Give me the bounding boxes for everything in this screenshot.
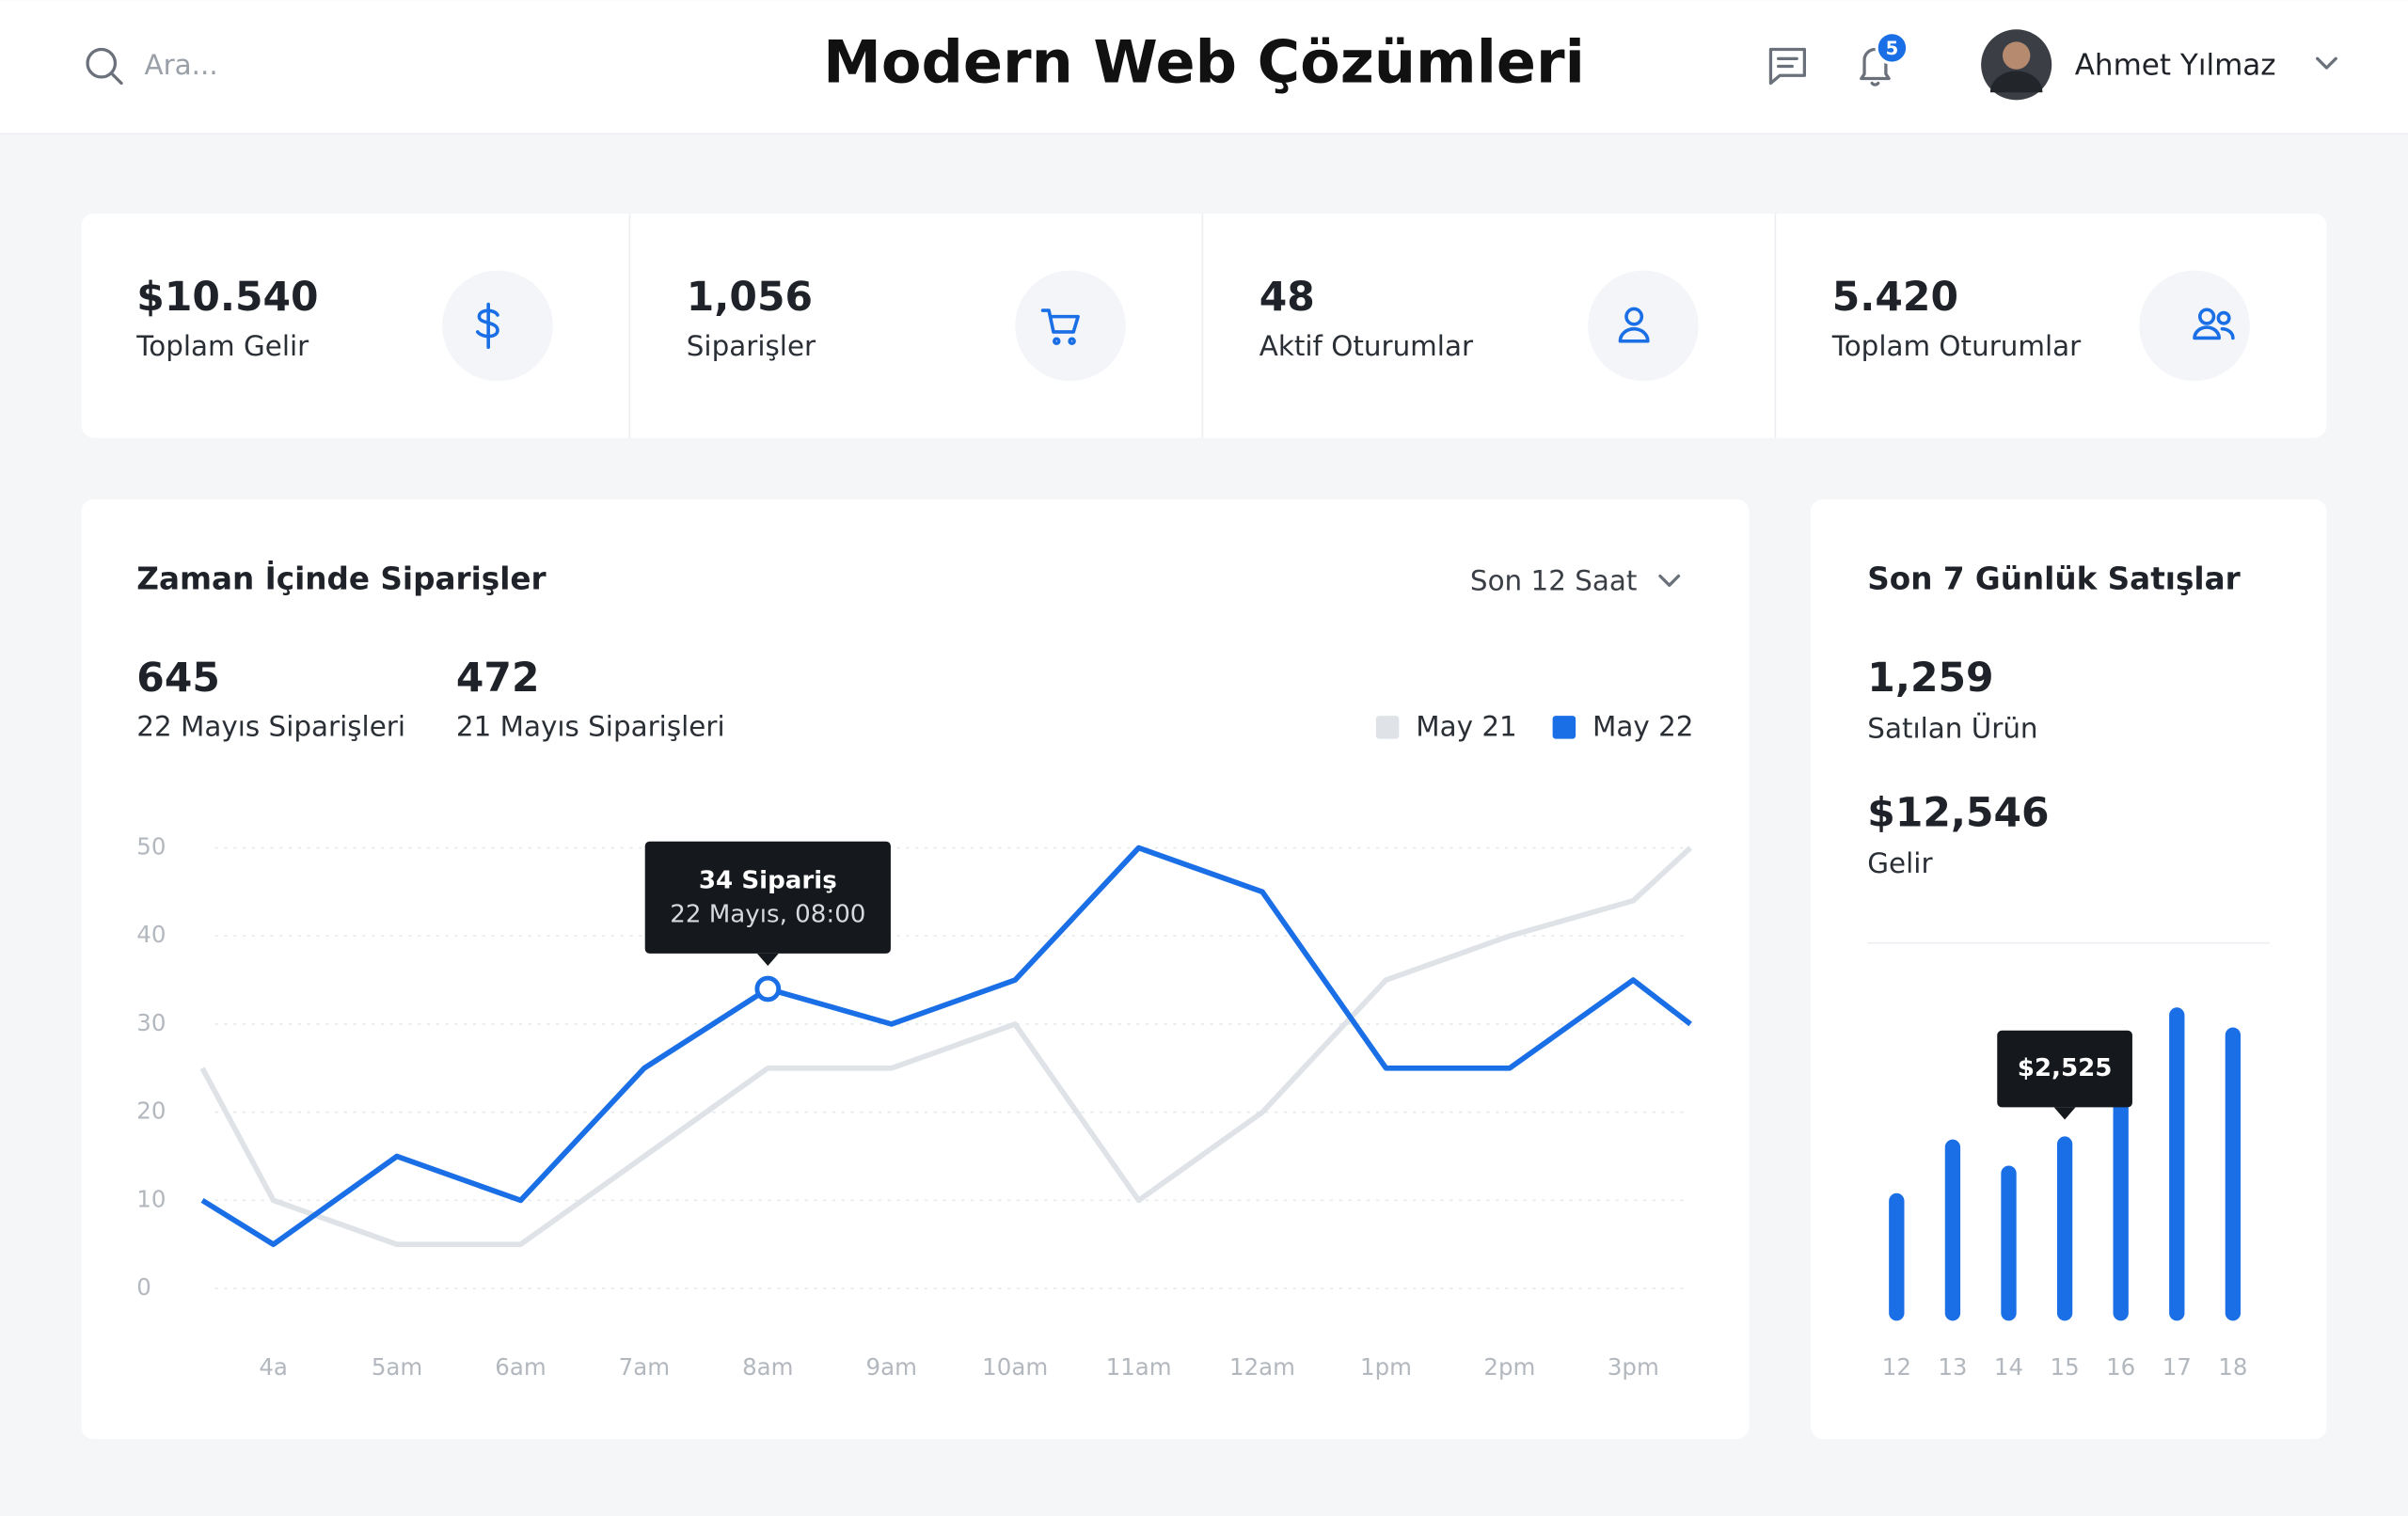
legend-swatch[interactable] bbox=[1375, 716, 1400, 739]
bar bbox=[2113, 1075, 2129, 1321]
x-tick-label: 10am bbox=[982, 1353, 1048, 1381]
user-name[interactable]: Ahmet Yılmaz bbox=[2075, 48, 2276, 82]
x-tick-label: 15 bbox=[2051, 1353, 2080, 1381]
orders-card bbox=[81, 498, 1750, 1440]
stat-value: 1,056 bbox=[687, 275, 813, 321]
summary-label: Satılan Ürün bbox=[1867, 710, 2037, 744]
summary-value: $12,546 bbox=[1867, 791, 2049, 837]
messages-icon[interactable] bbox=[1768, 47, 1807, 86]
stat-label: Toplam Oturumlar bbox=[1831, 330, 2082, 362]
stat-label: Aktif Oturumlar bbox=[1259, 330, 1474, 362]
x-tick-label: 13 bbox=[1938, 1353, 1967, 1381]
x-tick-label: 1pm bbox=[1360, 1353, 1412, 1381]
user-avatar[interactable] bbox=[1981, 29, 2052, 101]
tooltip-text: 22 Mayıs, 08:00 bbox=[670, 901, 865, 929]
x-tick-label: 9am bbox=[866, 1353, 917, 1381]
series-line bbox=[200, 845, 1692, 1248]
orders-title: Zaman İçinde Siparişler bbox=[136, 561, 546, 596]
x-tick-label: 18 bbox=[2218, 1353, 2247, 1381]
stat-value: $10.540 bbox=[136, 275, 318, 321]
x-tick-label: 8am bbox=[742, 1353, 793, 1381]
y-tick-label: 20 bbox=[136, 1098, 166, 1125]
notification-badge bbox=[1875, 30, 1909, 65]
x-tick-label: 14 bbox=[1994, 1353, 2023, 1381]
stats-card bbox=[81, 213, 2327, 438]
tooltip-pointer bbox=[756, 953, 779, 966]
sales-card bbox=[1810, 498, 2327, 1440]
stat-value: 48 bbox=[1259, 275, 1315, 321]
summary-label: Gelir bbox=[1867, 847, 1933, 879]
bar bbox=[2225, 1027, 2242, 1321]
sales-chart: 1,259 Satılan Ürün $12,546 Gelir 12 13 14 15 16 1… bbox=[1867, 655, 2247, 1381]
user-menu-chevron[interactable] bbox=[2316, 56, 2337, 70]
range-selector-chevron[interactable] bbox=[1658, 574, 1681, 587]
stat-icon-bg bbox=[1015, 270, 1126, 382]
summary-value: 1,259 bbox=[1867, 655, 1993, 702]
stat-label: Siparişler bbox=[687, 330, 816, 362]
x-tick-label: 11am bbox=[1106, 1353, 1172, 1381]
tooltip-box bbox=[644, 841, 891, 954]
summary-value: 645 bbox=[136, 655, 220, 702]
stat-icon-bg bbox=[2139, 270, 2250, 382]
page-title: Modern Web Çözümleri bbox=[823, 28, 1585, 97]
x-tick-label: 17 bbox=[2162, 1353, 2192, 1381]
tooltip-pointer bbox=[2053, 1107, 2076, 1120]
x-tick-label: 12am bbox=[1229, 1353, 1295, 1381]
revenue-icon bbox=[475, 302, 499, 350]
orders-icon bbox=[1040, 308, 1080, 345]
y-tick-label: 10 bbox=[136, 1185, 166, 1212]
bar bbox=[2001, 1165, 2017, 1321]
series-line bbox=[199, 845, 1693, 1248]
tooltip-box bbox=[1997, 1030, 2132, 1108]
x-tick-label: 6am bbox=[495, 1353, 546, 1381]
bar bbox=[2169, 1007, 2185, 1321]
x-tick-label: 7am bbox=[619, 1353, 670, 1381]
bar bbox=[2056, 1136, 2073, 1321]
x-tick-label: 2pm bbox=[1483, 1353, 1535, 1381]
bar bbox=[1889, 1192, 1905, 1321]
y-tick-label: 0 bbox=[136, 1273, 151, 1301]
y-tick-label: 30 bbox=[136, 1009, 166, 1036]
x-tick-label: 16 bbox=[2106, 1353, 2135, 1381]
sales-title: Son 7 Günlük Satışlar bbox=[1867, 561, 2240, 596]
highlight-point bbox=[754, 975, 782, 1003]
tooltip-text: $2,525 bbox=[2018, 1054, 2113, 1082]
x-tick-label: 3pm bbox=[1608, 1353, 1659, 1381]
tooltip-text: 34 Sipariş bbox=[699, 867, 837, 895]
range-selector[interactable]: Son 12 Saat bbox=[1470, 565, 1637, 597]
search-icon[interactable] bbox=[86, 47, 123, 86]
legend-label[interactable]: May 22 bbox=[1592, 711, 1693, 743]
x-tick-label: 12 bbox=[1882, 1353, 1911, 1381]
bar bbox=[1944, 1139, 1961, 1321]
stat-label: Toplam Gelir bbox=[135, 330, 309, 362]
summary-label: 21 Mayıs Siparişleri bbox=[456, 711, 725, 743]
y-tick-label: 50 bbox=[136, 833, 166, 861]
stat-icon-bg bbox=[1588, 270, 1699, 382]
y-tick-label: 40 bbox=[136, 921, 166, 948]
orders-chart: 645 22 Mayıs Siparişleri 472 21 Mayıs Sipar… bbox=[136, 655, 1693, 1381]
x-tick-label: 4a bbox=[259, 1353, 288, 1381]
total-sessions-icon bbox=[2193, 308, 2235, 340]
summary-label: 22 Mayıs Siparişleri bbox=[136, 711, 405, 743]
notification-count: 5 bbox=[1886, 38, 1899, 59]
active-sessions-icon bbox=[1618, 307, 1650, 343]
x-tick-label: 5am bbox=[372, 1353, 422, 1381]
search-input[interactable]: Ara... bbox=[144, 49, 217, 81]
legend-swatch[interactable] bbox=[1552, 716, 1576, 739]
legend-label[interactable]: May 21 bbox=[1416, 711, 1516, 743]
stat-value: 5.420 bbox=[1832, 275, 1958, 321]
summary-value: 472 bbox=[456, 655, 540, 702]
